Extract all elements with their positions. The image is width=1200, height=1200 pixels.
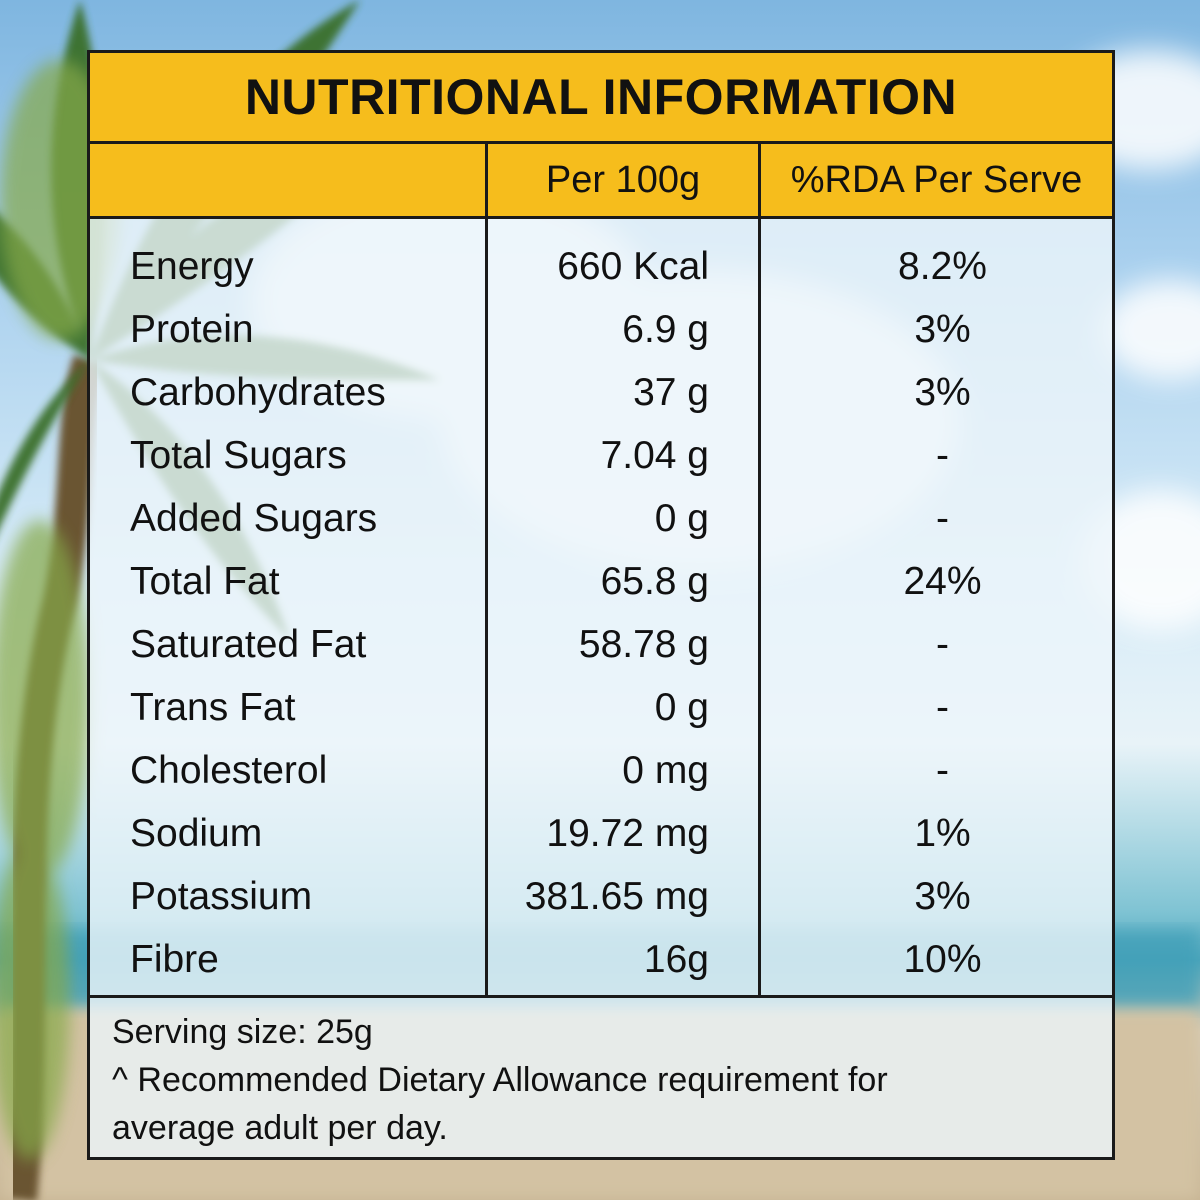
nutrient-name: Protein [130,308,254,351]
per-100g-value: 0 mg [622,749,709,792]
rda-value: - [936,686,949,729]
column-header-row: Per 100g %RDA Per Serve [90,144,1112,219]
column-divider [485,144,488,998]
table-row: Total Sugars 7.04 g - [90,424,1112,487]
rda-value: 3% [914,308,971,351]
per-100g-value: 660 Kcal [557,245,709,288]
table-row: Potassium 381.65 mg 3% [90,865,1112,928]
nutrient-name: Added Sugars [130,497,378,540]
nutrient-name: Energy [130,245,254,288]
per-100g-value: 65.8 g [600,560,709,603]
nutrient-name: Sodium [130,812,263,855]
nutrition-panel: NUTRITIONAL INFORMATION Per 100g %RDA Pe… [87,50,1115,1160]
header-rda-per-serve: %RDA Per Serve [790,158,1083,201]
per-100g-value: 6.9 g [622,308,709,351]
table-row: Carbohydrates 37 g 3% [90,361,1112,424]
nutrient-name: Saturated Fat [130,623,367,666]
per-100g-value: 0 g [654,497,709,540]
column-divider [758,144,761,998]
rda-value: 8.2% [898,245,987,288]
table-row: Trans Fat 0 g - [90,676,1112,739]
rda-value: - [936,497,949,540]
nutrient-name: Total Sugars [130,434,347,477]
per-100g-value: 7.04 g [600,434,709,477]
nutrient-name: Trans Fat [130,686,296,729]
per-100g-value: 19.72 mg [546,812,709,855]
nutrient-rows: Energy 660 Kcal 8.2% Protein 6.9 g 3% Ca… [90,235,1112,991]
table-row: Added Sugars 0 g - [90,487,1112,550]
per-100g-value: 16g [643,938,709,981]
header-per-100g: Per 100g [545,158,701,201]
nutrient-name: Carbohydrates [130,371,386,414]
footer-notes: Serving size: 25g ^ Recommended Dietary … [112,1008,1092,1152]
rda-value: 10% [903,938,982,981]
rda-note-line-2: average adult per day. [112,1109,448,1147]
rda-value: - [936,623,949,666]
nutrient-name: Potassium [130,875,313,918]
rda-note-line-1: ^ Recommended Dietary Allowance requirem… [112,1061,888,1099]
rda-value: 24% [903,560,982,603]
per-100g-value: 58.78 g [578,623,709,666]
rda-value: 1% [914,812,971,855]
per-100g-value: 37 g [633,371,709,414]
table-row: Energy 660 Kcal 8.2% [90,235,1112,298]
table-row: Sodium 19.72 mg 1% [90,802,1112,865]
table-row: Protein 6.9 g 3% [90,298,1112,361]
panel-title: NUTRITIONAL INFORMATION [244,69,958,125]
title-bar: NUTRITIONAL INFORMATION [90,53,1112,144]
rda-value: 3% [914,875,971,918]
footer-divider [90,995,1112,998]
nutrient-name: Cholesterol [130,749,328,792]
table-row: Saturated Fat 58.78 g - [90,613,1112,676]
rda-value: - [936,434,949,477]
rda-value: 3% [914,371,971,414]
table-row: Cholesterol 0 mg - [90,739,1112,802]
serving-size: Serving size: 25g [112,1013,373,1051]
nutrient-name: Total Fat [130,560,280,603]
rda-value: - [936,749,949,792]
per-100g-value: 0 g [654,686,709,729]
nutrient-name: Fibre [130,938,219,981]
table-row: Total Fat 65.8 g 24% [90,550,1112,613]
table-row: Fibre 16g 10% [90,928,1112,991]
per-100g-value: 381.65 mg [524,875,709,918]
